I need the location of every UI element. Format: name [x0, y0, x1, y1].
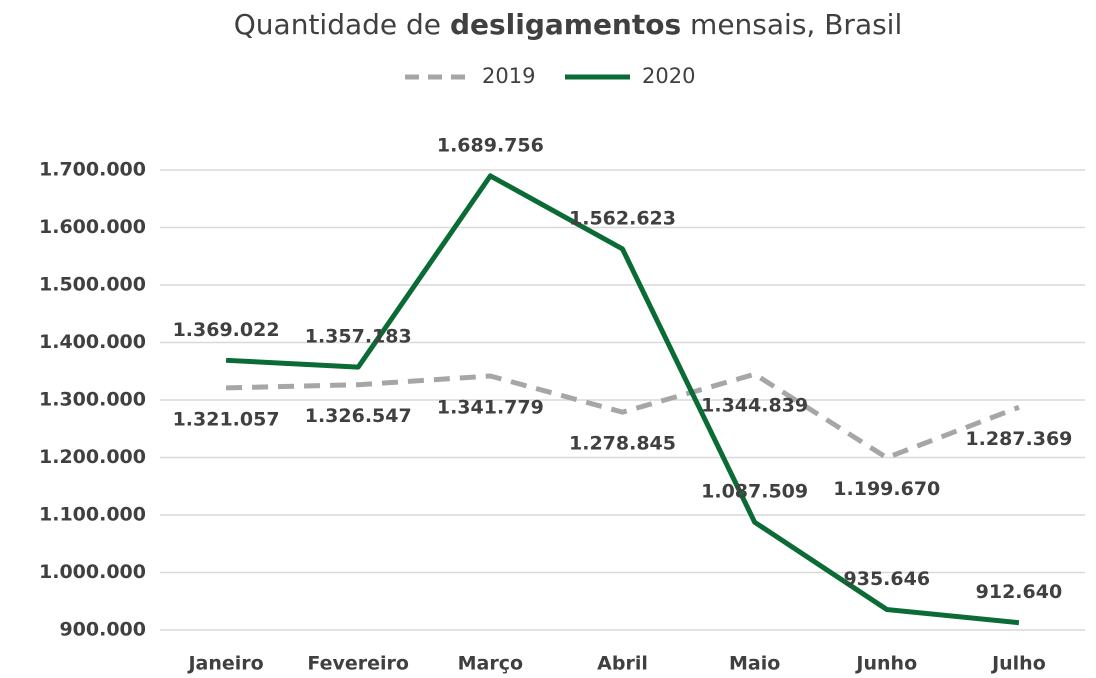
- x-tick-label: Julho: [990, 653, 1046, 675]
- x-tick-label: Janeiro: [186, 653, 263, 675]
- data-label: 1.287.369: [965, 428, 1072, 450]
- legend-label: 2019: [482, 64, 535, 88]
- x-tick-label: Abril: [597, 653, 648, 675]
- data-label: 1.562.623: [569, 207, 676, 229]
- y-tick-label: 1.400.000: [39, 331, 146, 353]
- data-label: 1.326.547: [305, 405, 412, 427]
- data-label: 1.369.022: [173, 319, 280, 341]
- data-label: 1.344.839: [701, 395, 808, 417]
- legend-label: 2020: [642, 64, 695, 88]
- y-tick-label: 1.500.000: [39, 274, 146, 296]
- title-part: mensais, Brasil: [681, 8, 902, 41]
- x-tick-label: Fevereiro: [307, 653, 409, 675]
- data-label: 1.199.670: [833, 478, 940, 500]
- title-part: desligamentos: [450, 8, 681, 41]
- data-label: 1.357.183: [305, 326, 412, 348]
- y-tick-label: 1.600.000: [39, 216, 146, 238]
- data-label: 935.646: [844, 568, 931, 590]
- title-part: Quantidade de: [234, 8, 450, 41]
- data-label: 912.640: [976, 581, 1063, 603]
- y-tick-label: 900.000: [59, 619, 146, 641]
- data-line: [225, 173, 1020, 626]
- x-tick-label: Junho: [854, 653, 917, 675]
- y-tick-label: 1.000.000: [39, 561, 146, 583]
- data-label: 1.689.756: [437, 134, 544, 156]
- y-tick-label: 1.700.000: [39, 159, 146, 181]
- y-tick-label: 1.100.000: [39, 504, 146, 526]
- data-label: 1.341.779: [437, 396, 544, 418]
- data-label: 1.278.845: [569, 433, 676, 455]
- chart-title: Quantidade de desligamentos mensais, Bra…: [234, 8, 903, 41]
- data-label: 1.321.057: [173, 408, 280, 430]
- data-label: 1.087.509: [701, 481, 808, 503]
- y-tick-label: 1.200.000: [39, 446, 146, 468]
- y-tick-label: 1.300.000: [39, 389, 146, 411]
- x-tick-label: Maio: [729, 653, 780, 675]
- data-line: [226, 371, 1020, 461]
- x-tick-label: Março: [458, 653, 523, 675]
